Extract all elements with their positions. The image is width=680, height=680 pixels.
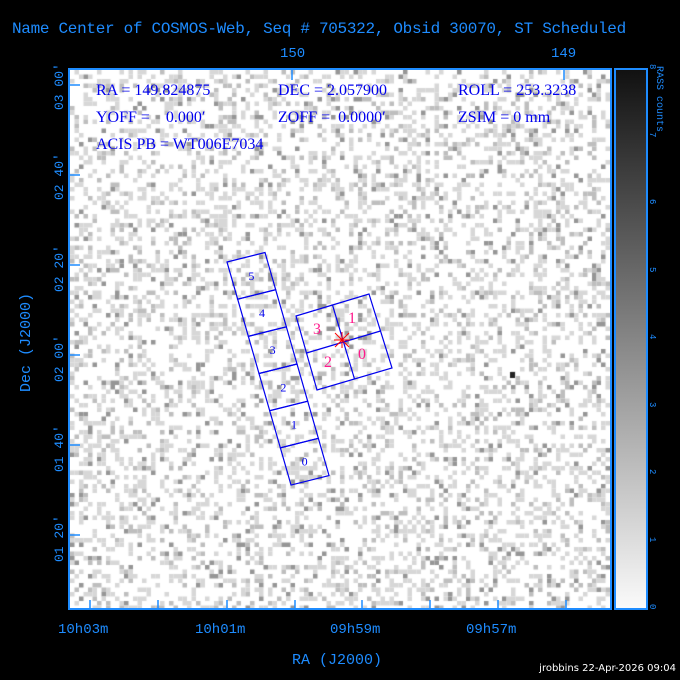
colorbar-tick-4: 4 bbox=[647, 334, 657, 340]
s-chip-label-0: 0 bbox=[302, 455, 308, 469]
i-chip-label-0: 0 bbox=[358, 346, 366, 363]
i-array-outline bbox=[295, 293, 393, 391]
acis-pb-readout: ACIS PB = WT006E7034 bbox=[96, 136, 264, 153]
colorbar-tick-0: 0 bbox=[647, 604, 657, 610]
i-chip-label-1: 1 bbox=[348, 310, 356, 327]
colorbar-tick-6: 6 bbox=[647, 199, 657, 205]
s-chip-0 bbox=[279, 437, 330, 486]
s-chip-label-1: 1 bbox=[291, 418, 297, 432]
y-tick-4: 01 40′ bbox=[52, 425, 67, 472]
y-tick-2: 02 20′ bbox=[52, 245, 67, 292]
x-tick-3: 09h57m bbox=[466, 622, 517, 638]
footer-stamp: jrobbins 22-Apr-2026 09:04 bbox=[539, 663, 676, 674]
colorbar-tick-3: 3 bbox=[647, 401, 657, 407]
colorbar-tick-5: 5 bbox=[647, 266, 657, 272]
top-tick-150: 150 bbox=[280, 46, 306, 62]
colorbar-label: RASS counts bbox=[653, 66, 664, 133]
x-tick-1: 10h01m bbox=[195, 622, 246, 638]
dec-readout: DEC = 2.057900 bbox=[278, 82, 388, 99]
x-axis-label: RA (J2000) bbox=[292, 652, 383, 669]
zsim-readout: ZSIM = 0 mm bbox=[458, 109, 551, 126]
zoff-readout: ZOFF = 0.0000′ bbox=[278, 109, 386, 126]
s-chip-label-5: 5 bbox=[248, 269, 254, 283]
top-tick-149: 149 bbox=[551, 46, 577, 62]
s-chip-label-2: 2 bbox=[280, 380, 286, 394]
x-tick-0: 10h03m bbox=[58, 622, 109, 638]
yoff-readout: YOFF = 0.000′ bbox=[96, 109, 206, 126]
i-chip-label-2: 2 bbox=[324, 354, 332, 371]
roll-readout: ROLL = 253.3238 bbox=[458, 82, 577, 99]
y-axis-label: Dec (J2000) bbox=[18, 292, 35, 392]
s-chip-label-3: 3 bbox=[270, 343, 276, 357]
y-tick-0: 03 00′ bbox=[52, 63, 67, 110]
colorbar-tick-8: 8 bbox=[647, 64, 657, 70]
rass-background-image bbox=[70, 70, 610, 608]
y-tick-1: 02 40′ bbox=[52, 153, 67, 200]
x-tick-2: 09h59m bbox=[330, 622, 381, 638]
s-chip-label-4: 4 bbox=[259, 306, 265, 320]
colorbar bbox=[614, 68, 648, 610]
i-chip-label-3: 3 bbox=[313, 321, 321, 338]
plot-title: Name Center of COSMOS-Web, Seq # 705322,… bbox=[12, 20, 626, 38]
y-tick-5: 01 20′ bbox=[52, 515, 67, 562]
y-tick-3: 02 00′ bbox=[52, 335, 67, 382]
colorbar-tick-2: 2 bbox=[647, 469, 657, 475]
ra-readout: RA = 149.824875 bbox=[96, 82, 211, 99]
colorbar-tick-7: 7 bbox=[647, 131, 657, 137]
colorbar-tick-1: 1 bbox=[647, 536, 657, 542]
